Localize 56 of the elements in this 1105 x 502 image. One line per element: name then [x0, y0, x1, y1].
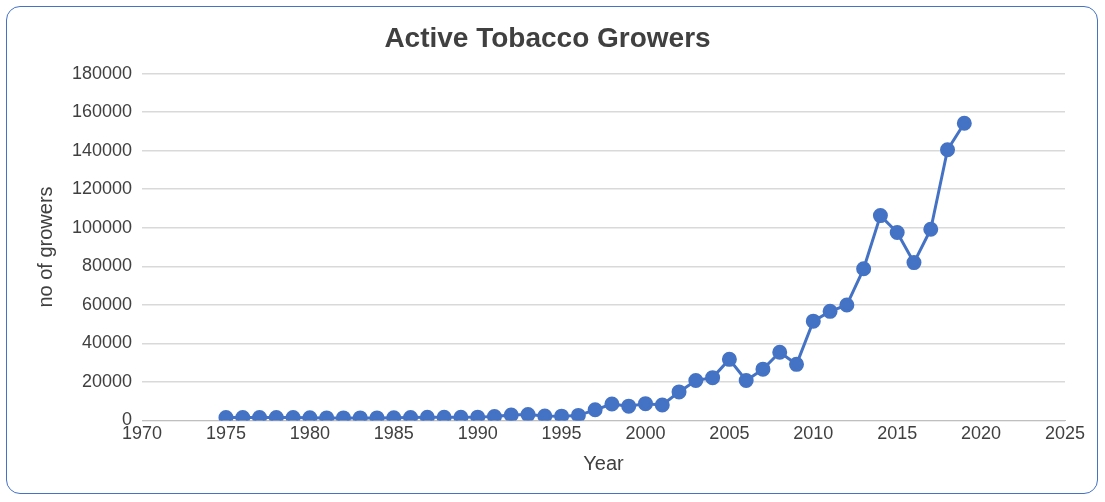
y-tick-label: 180000 [71, 62, 133, 83]
point [705, 370, 721, 386]
chart-title: Active Tobacco Growers [384, 21, 711, 53]
y-tick-label: 40000 [82, 332, 133, 353]
y-tick-label: 120000 [71, 178, 133, 199]
point [470, 409, 486, 421]
y-tick-label: 140000 [71, 139, 133, 160]
point [940, 142, 956, 158]
point [436, 409, 452, 421]
point [789, 356, 805, 372]
point [822, 303, 838, 319]
x-axis-title: Year [583, 451, 625, 474]
point [570, 407, 586, 421]
point [654, 397, 670, 413]
y-axis-title: no of growers [33, 186, 56, 308]
y-tick-label: 160000 [71, 101, 133, 122]
point [906, 255, 922, 271]
point [419, 409, 435, 421]
point [621, 398, 637, 414]
point [688, 373, 704, 389]
x-tick-label: 1995 [541, 423, 582, 444]
point [587, 402, 603, 418]
point [520, 407, 536, 421]
x-tick-label: 1975 [205, 423, 246, 444]
x-tick-label: 2015 [877, 423, 918, 444]
point [721, 351, 737, 367]
point [738, 373, 754, 389]
point [554, 408, 570, 421]
point [956, 115, 972, 131]
point [637, 396, 653, 412]
point [537, 408, 553, 421]
y-tick-label: 80000 [82, 255, 133, 276]
point [671, 384, 687, 400]
point [839, 297, 855, 313]
point [503, 407, 519, 421]
x-tick-label: 1990 [457, 423, 498, 444]
point [889, 225, 905, 241]
point [872, 208, 888, 224]
y-tick-label: 100000 [71, 216, 133, 237]
x-tick-label: 1980 [289, 423, 330, 444]
x-tick-label: 1985 [373, 423, 414, 444]
x-tick-label: 2005 [709, 423, 750, 444]
point [453, 409, 469, 421]
point [604, 396, 620, 412]
x-tick-label: 2025 [1044, 423, 1086, 444]
y-tick-label: 60000 [82, 293, 133, 314]
point [923, 221, 939, 237]
y-tick-label: 20000 [82, 370, 133, 391]
x-tick-label: 2020 [961, 423, 1002, 444]
point [486, 409, 502, 421]
point [755, 361, 771, 377]
x-tick-label: 2000 [625, 423, 666, 444]
x-tick-label: 2010 [793, 423, 834, 444]
point [805, 313, 821, 329]
point [772, 344, 788, 360]
point [856, 261, 872, 277]
